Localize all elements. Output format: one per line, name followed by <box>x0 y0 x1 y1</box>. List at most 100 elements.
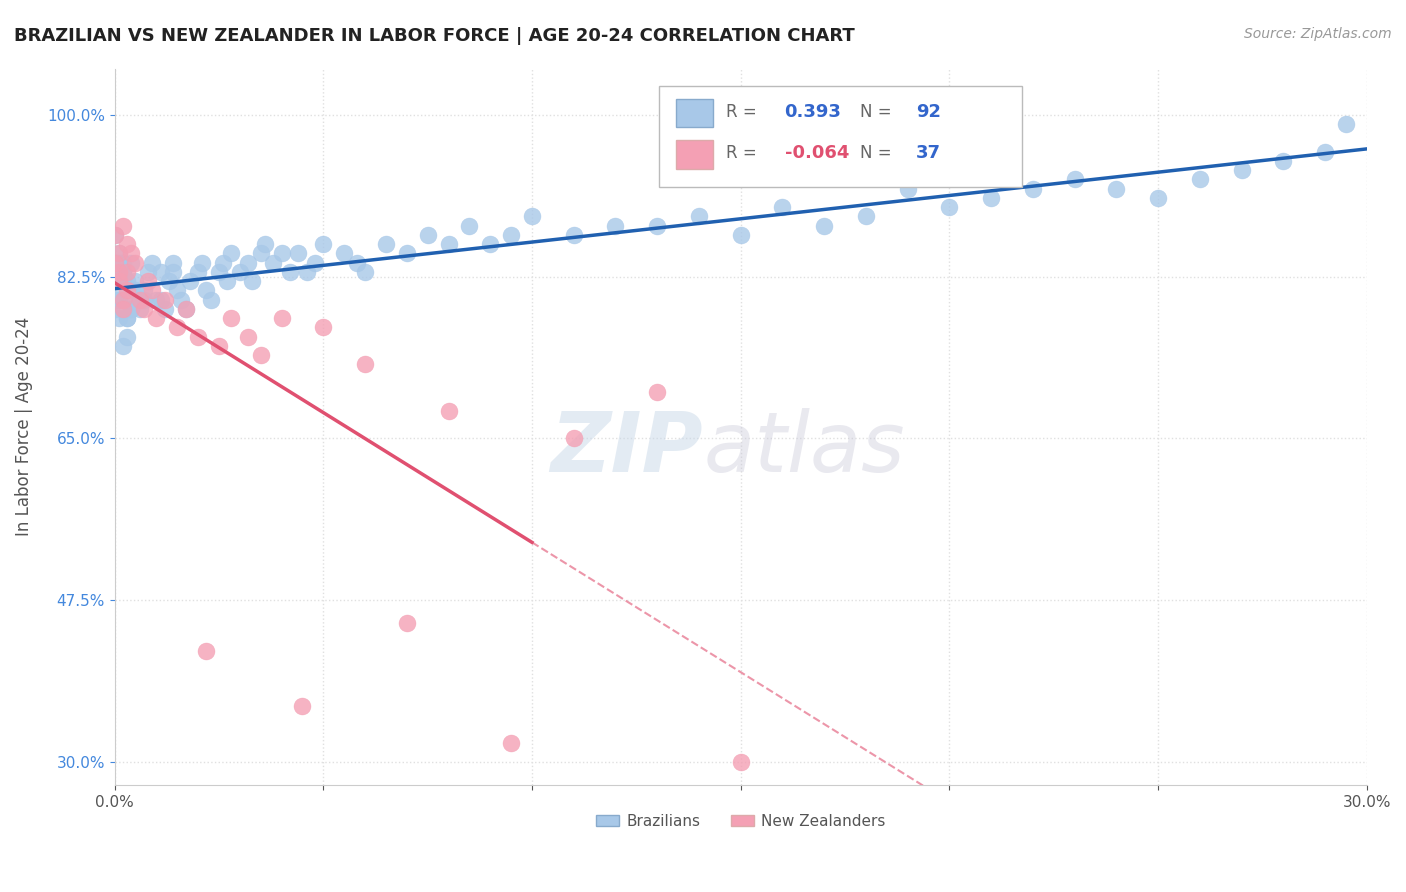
Point <box>980 191 1002 205</box>
Point <box>395 246 418 260</box>
Point <box>562 227 585 242</box>
Point <box>115 265 138 279</box>
Point <box>157 274 180 288</box>
Point <box>855 210 877 224</box>
Point <box>479 237 502 252</box>
Point <box>437 403 460 417</box>
Point <box>107 274 129 288</box>
Point <box>174 301 197 316</box>
Point <box>645 385 668 400</box>
Point <box>111 255 134 269</box>
Point <box>115 311 138 326</box>
Point <box>304 255 326 269</box>
Point <box>120 301 142 316</box>
Point <box>104 255 127 269</box>
Point <box>111 293 134 307</box>
Point <box>437 237 460 252</box>
Point <box>1022 182 1045 196</box>
Point <box>295 265 318 279</box>
Point <box>162 265 184 279</box>
Point <box>145 311 167 326</box>
Point <box>897 182 920 196</box>
Point <box>221 311 243 326</box>
Point <box>208 339 231 353</box>
Point <box>200 293 222 307</box>
Point <box>187 329 209 343</box>
Point <box>128 293 150 307</box>
Legend: Brazilians, New Zealanders: Brazilians, New Zealanders <box>589 807 891 835</box>
Point <box>730 755 752 769</box>
Point <box>191 255 214 269</box>
Point <box>217 274 239 288</box>
Point <box>141 284 163 298</box>
Text: R =: R = <box>725 103 756 120</box>
Point <box>132 301 155 316</box>
Point <box>120 246 142 260</box>
Point <box>195 644 218 658</box>
Point <box>562 431 585 445</box>
Point <box>128 293 150 307</box>
Point <box>153 301 176 316</box>
Point <box>115 293 138 307</box>
Point <box>111 274 134 288</box>
Point <box>645 219 668 233</box>
Point <box>253 237 276 252</box>
Point <box>416 227 439 242</box>
Point <box>1147 191 1170 205</box>
Point <box>115 237 138 252</box>
Point <box>136 274 159 288</box>
Point <box>107 255 129 269</box>
Point <box>120 301 142 316</box>
Point <box>312 320 335 334</box>
Point <box>166 320 188 334</box>
Point <box>141 255 163 269</box>
Y-axis label: In Labor Force | Age 20-24: In Labor Force | Age 20-24 <box>15 318 32 536</box>
Point <box>312 237 335 252</box>
Point <box>111 265 134 279</box>
Point <box>136 265 159 279</box>
Point <box>124 284 146 298</box>
Point <box>115 274 138 288</box>
Point <box>149 293 172 307</box>
Point <box>520 210 543 224</box>
Text: BRAZILIAN VS NEW ZEALANDER IN LABOR FORCE | AGE 20-24 CORRELATION CHART: BRAZILIAN VS NEW ZEALANDER IN LABOR FORC… <box>14 27 855 45</box>
Point <box>115 284 138 298</box>
Point <box>115 329 138 343</box>
Text: atlas: atlas <box>703 408 904 489</box>
Point <box>132 284 155 298</box>
Point <box>374 237 396 252</box>
Point <box>287 246 309 260</box>
Text: 0.393: 0.393 <box>785 103 841 120</box>
Point <box>107 311 129 326</box>
Point <box>111 274 134 288</box>
FancyBboxPatch shape <box>675 140 713 169</box>
Text: ZIP: ZIP <box>551 408 703 489</box>
Point <box>395 616 418 631</box>
Point <box>104 227 127 242</box>
Point <box>249 348 271 362</box>
Point <box>458 219 481 233</box>
Point <box>120 255 142 269</box>
Point <box>187 265 209 279</box>
Point <box>262 255 284 269</box>
Point <box>107 265 129 279</box>
Point <box>730 227 752 242</box>
Point <box>111 339 134 353</box>
Point <box>104 227 127 242</box>
Point <box>195 284 218 298</box>
Point <box>238 329 260 343</box>
Point <box>938 200 960 214</box>
Point <box>1230 163 1253 178</box>
Point <box>501 227 523 242</box>
Point <box>229 265 252 279</box>
Point <box>179 274 201 288</box>
Point <box>1334 117 1357 131</box>
Point <box>605 219 627 233</box>
Point <box>270 246 292 260</box>
Point <box>107 293 129 307</box>
Point <box>291 699 314 714</box>
Point <box>688 210 710 224</box>
Point <box>1272 153 1295 168</box>
Point <box>1063 172 1085 186</box>
Point <box>166 284 188 298</box>
